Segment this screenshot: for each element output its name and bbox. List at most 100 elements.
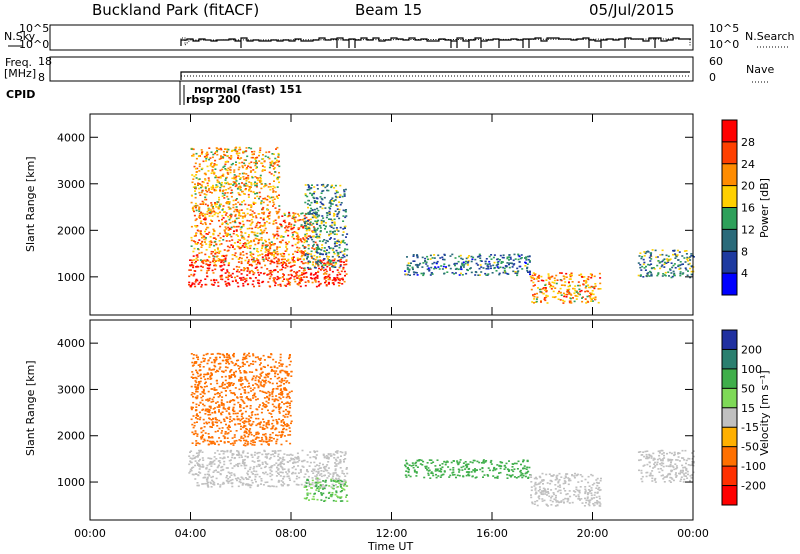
velocity-cell xyxy=(245,420,248,423)
power-cell xyxy=(221,168,224,171)
velocity-cell xyxy=(336,473,339,476)
power-cell xyxy=(325,270,328,273)
velocity-cell xyxy=(191,392,194,394)
power-cell xyxy=(215,186,217,189)
velocity-cell xyxy=(203,438,206,441)
power-cell xyxy=(471,258,474,261)
power-cell xyxy=(223,197,226,199)
velocity-cell xyxy=(190,450,193,452)
velocity-cell xyxy=(231,392,234,395)
power-cell xyxy=(238,258,240,260)
power-cell xyxy=(250,147,253,150)
power-cell xyxy=(318,267,321,270)
velocity-cell xyxy=(244,455,247,458)
velocity-cell xyxy=(330,480,333,482)
power-cell xyxy=(325,273,328,275)
power-cell xyxy=(310,224,313,226)
power-cell xyxy=(685,250,688,252)
power-cell xyxy=(686,258,689,260)
velocity-cell xyxy=(326,477,329,479)
power-cell xyxy=(663,263,666,265)
power-cell xyxy=(248,181,251,183)
power-cell xyxy=(584,298,587,300)
power-cell xyxy=(195,152,198,155)
power-cell xyxy=(329,263,332,265)
velocity-cell xyxy=(285,402,288,404)
velocity-cell xyxy=(223,437,226,440)
power-cell xyxy=(257,242,260,245)
power-cell xyxy=(569,275,572,278)
velocity-cell xyxy=(329,455,332,457)
velocity-cell xyxy=(289,402,291,405)
power-cell xyxy=(262,154,264,156)
power-cell xyxy=(682,272,685,274)
velocity-cell xyxy=(215,356,218,359)
power-cell xyxy=(442,258,444,261)
power-cell xyxy=(254,234,257,237)
velocity-cell xyxy=(240,435,243,438)
velocity-cell xyxy=(267,380,270,383)
power-cell xyxy=(202,218,205,221)
power-cell xyxy=(414,264,417,266)
power-cell xyxy=(214,203,217,205)
power-cell xyxy=(315,272,317,274)
power-cell xyxy=(253,183,256,185)
power-cell xyxy=(531,274,534,277)
velocity-cell xyxy=(227,456,229,458)
power-cell xyxy=(195,233,197,235)
power-cell xyxy=(245,180,248,182)
power-cell xyxy=(196,167,199,170)
velocity-cell xyxy=(198,449,201,452)
velocity-cell xyxy=(288,411,291,414)
power-cell xyxy=(191,195,193,197)
velocity-cell xyxy=(263,383,266,386)
power-cell xyxy=(304,250,307,252)
velocity-cell xyxy=(343,473,345,475)
power-cell xyxy=(311,238,314,241)
power-cell xyxy=(290,227,293,230)
velocity-cell xyxy=(220,385,223,388)
power-cell xyxy=(241,217,244,219)
velocity-cell xyxy=(237,365,240,367)
power-cell xyxy=(219,243,221,246)
velocity-cell xyxy=(225,410,228,412)
power-cell xyxy=(306,258,308,260)
power-cell xyxy=(276,233,279,235)
power-cell xyxy=(237,239,240,241)
velocity-cell xyxy=(243,352,246,355)
power-cell xyxy=(241,182,243,184)
power-cell xyxy=(478,253,481,256)
power-cell xyxy=(599,282,602,285)
power-cell xyxy=(674,253,677,255)
velocity-cell xyxy=(201,457,204,459)
velocity-cell xyxy=(211,422,214,425)
power-cell xyxy=(230,235,233,238)
power-cell xyxy=(455,262,458,265)
power-cell xyxy=(314,241,317,244)
power-cell xyxy=(319,282,322,285)
velocity-cell xyxy=(265,400,268,403)
velocity-cell xyxy=(190,406,193,408)
velocity-cell xyxy=(405,476,408,478)
power-cell xyxy=(227,249,230,252)
power-cell xyxy=(208,264,211,267)
power-cell xyxy=(247,236,250,238)
velocity-cell xyxy=(220,404,223,406)
velocity-cell xyxy=(228,480,231,483)
power-cell xyxy=(304,284,307,287)
velocity-cell xyxy=(510,469,513,471)
power-cell xyxy=(201,223,204,225)
power-cell xyxy=(342,254,345,256)
power-cell xyxy=(224,161,227,163)
power-cell xyxy=(668,275,670,277)
power-cell xyxy=(345,273,348,275)
power-cell xyxy=(341,234,344,236)
power-cell xyxy=(404,270,407,272)
velocity-cell xyxy=(195,455,198,458)
power-cell xyxy=(241,220,244,223)
velocity-cell xyxy=(202,434,204,436)
power-cell xyxy=(214,268,217,271)
power-cell xyxy=(313,216,316,219)
velocity-cell xyxy=(244,435,247,438)
power-cell xyxy=(211,207,214,209)
